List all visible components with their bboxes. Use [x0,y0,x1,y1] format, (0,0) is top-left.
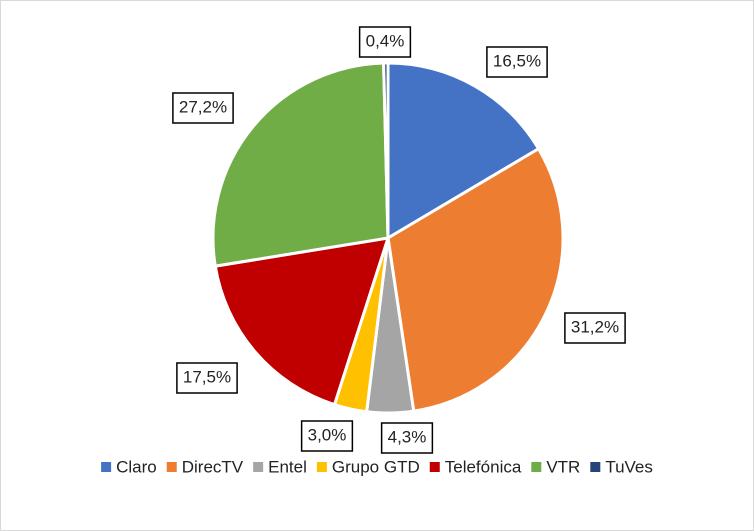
data-label: 3,0% [308,425,347,444]
legend-swatch [316,462,327,472]
legend-swatch [101,462,112,472]
data-label-box [176,362,238,394]
pie-slice [211,61,390,268]
data-label: 4,3% [388,427,427,446]
legend-label: VTR [546,457,580,476]
data-label-box [380,422,434,454]
data-label: 16,5% [493,51,541,70]
data-label: 27,2% [179,97,227,116]
data-label-box [564,312,626,344]
data-label: 17,5% [183,367,231,386]
legend-swatch [531,462,542,472]
legend-swatch [166,462,177,472]
pie-slice [386,61,541,241]
data-label-box [358,26,412,58]
legend-label: Entel [268,457,307,476]
data-label-box [300,420,354,452]
legend-swatch [253,462,264,472]
legend-swatch [590,462,601,472]
data-label-box [172,92,234,124]
legend-label: TuVes [605,457,653,476]
pie-slice [213,236,391,407]
pie-slice [386,146,565,413]
data-label: 0,4% [366,31,405,50]
legend-label: Grupo GTD [332,457,420,476]
data-label: 31,2% [571,317,619,336]
pie-slice [382,61,390,239]
legend-label: Claro [116,457,157,476]
data-label-box [486,46,548,78]
legend-label: Telefónica [445,457,522,476]
legend-label: DirecTV [182,457,244,476]
legend-swatch [429,462,440,472]
